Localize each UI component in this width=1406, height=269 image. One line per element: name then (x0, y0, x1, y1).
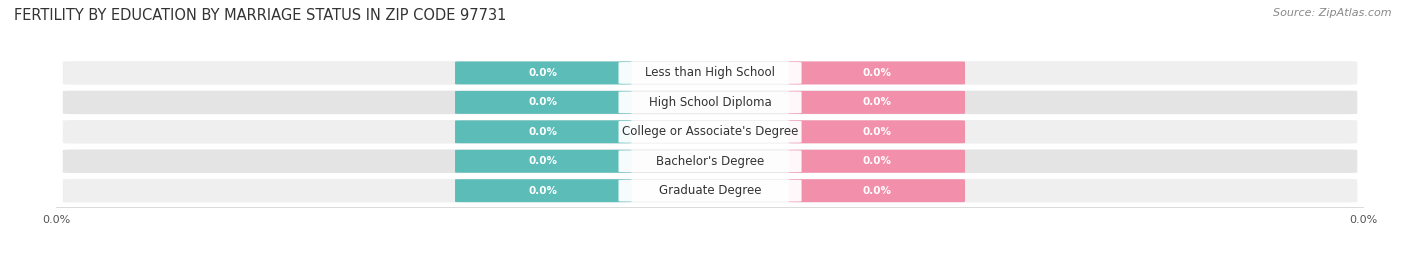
FancyBboxPatch shape (63, 91, 1357, 114)
Text: High School Diploma: High School Diploma (648, 96, 772, 109)
Text: 0.0%: 0.0% (529, 97, 558, 107)
FancyBboxPatch shape (789, 179, 965, 202)
FancyBboxPatch shape (456, 179, 631, 202)
FancyBboxPatch shape (63, 120, 1357, 144)
Text: 0.0%: 0.0% (862, 156, 891, 166)
FancyBboxPatch shape (789, 120, 965, 143)
Text: FERTILITY BY EDUCATION BY MARRIAGE STATUS IN ZIP CODE 97731: FERTILITY BY EDUCATION BY MARRIAGE STATU… (14, 8, 506, 23)
Legend: Married, Unmarried: Married, Unmarried (620, 266, 800, 269)
FancyBboxPatch shape (619, 62, 801, 84)
Text: 0.0%: 0.0% (529, 186, 558, 196)
FancyBboxPatch shape (63, 150, 1357, 173)
FancyBboxPatch shape (789, 91, 965, 114)
FancyBboxPatch shape (619, 150, 801, 172)
FancyBboxPatch shape (456, 120, 631, 143)
Text: Source: ZipAtlas.com: Source: ZipAtlas.com (1274, 8, 1392, 18)
Text: 0.0%: 0.0% (862, 97, 891, 107)
Text: 0.0%: 0.0% (529, 156, 558, 166)
FancyBboxPatch shape (619, 121, 801, 143)
Text: Bachelor's Degree: Bachelor's Degree (657, 155, 763, 168)
FancyBboxPatch shape (63, 179, 1357, 203)
Text: 0.0%: 0.0% (862, 186, 891, 196)
Text: 0.0%: 0.0% (862, 68, 891, 78)
FancyBboxPatch shape (789, 150, 965, 173)
FancyBboxPatch shape (63, 61, 1357, 85)
Text: 0.0%: 0.0% (862, 127, 891, 137)
Text: College or Associate's Degree: College or Associate's Degree (621, 125, 799, 138)
FancyBboxPatch shape (456, 61, 631, 84)
FancyBboxPatch shape (456, 91, 631, 114)
FancyBboxPatch shape (456, 150, 631, 173)
Text: 0.0%: 0.0% (529, 127, 558, 137)
FancyBboxPatch shape (789, 61, 965, 84)
Text: Less than High School: Less than High School (645, 66, 775, 79)
FancyBboxPatch shape (619, 180, 801, 201)
Text: Graduate Degree: Graduate Degree (659, 184, 761, 197)
FancyBboxPatch shape (619, 91, 801, 113)
Text: 0.0%: 0.0% (529, 68, 558, 78)
